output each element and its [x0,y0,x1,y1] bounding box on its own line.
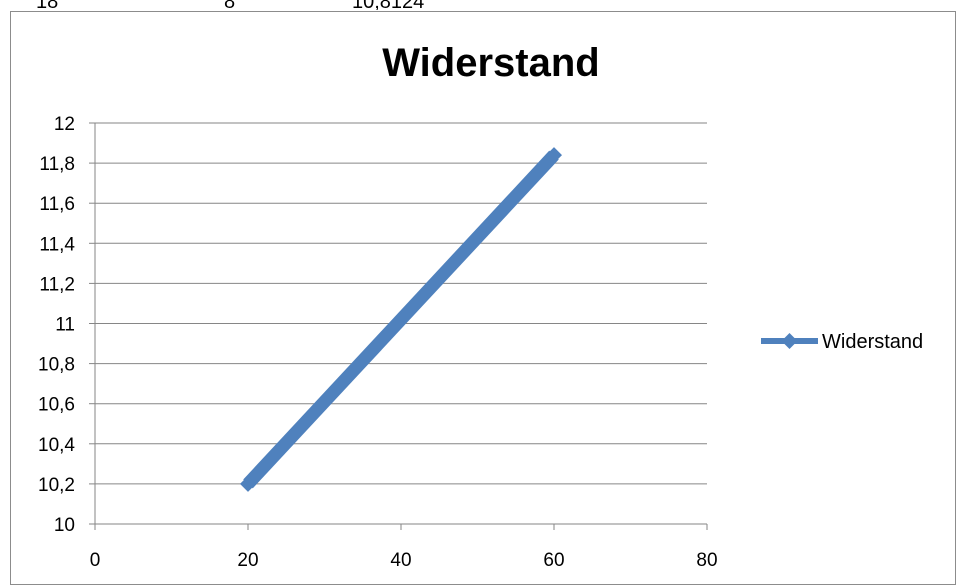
data-point-marker [240,475,256,492]
y-tick-label: 10,4 [38,435,75,456]
x-tick-label: 40 [390,550,411,571]
x-axis-ticks: 0 20 40 60 80 [90,550,718,571]
legend-label: Widerstand [822,331,923,353]
cell-value: 8 [224,0,235,10]
y-axis-ticks: 10 10,2 10,4 10,6 10,8 11 11,2 11,4 11,6 11,8 12 [38,114,75,536]
y-tick-label: 10,8 [38,355,75,376]
series-group [240,147,562,492]
y-tick-label: 10,2 [38,475,75,496]
y-tick-label: 10 [54,515,75,536]
spreadsheet-row-fragment: 18 8 10,8124 [0,0,960,10]
cell-value: 18 [36,0,58,10]
y-tick-label: 11,4 [39,234,75,255]
x-tick-label: 20 [237,550,258,571]
data-point-marker [546,147,562,164]
y-tick-label: 11,6 [39,194,75,215]
axes [89,122,708,530]
legend-marker-swatch [781,333,798,349]
legend: Widerstand [761,331,923,353]
x-tick-label: 0 [90,550,101,571]
series-line [243,150,559,489]
y-tick-label: 12 [54,114,75,135]
chart-frame[interactable] [10,11,956,585]
y-tick-label: 11,8 [39,154,75,175]
y-tick-label: 10,6 [38,395,75,416]
cell-value: 10,8124 [352,0,424,10]
x-tick-label: 60 [543,550,564,571]
y-tick-label: 11,2 [39,274,75,295]
x-tick-label: 80 [696,550,717,571]
chart-title: Widerstand [382,41,599,85]
y-tick-label: 11 [55,315,75,336]
